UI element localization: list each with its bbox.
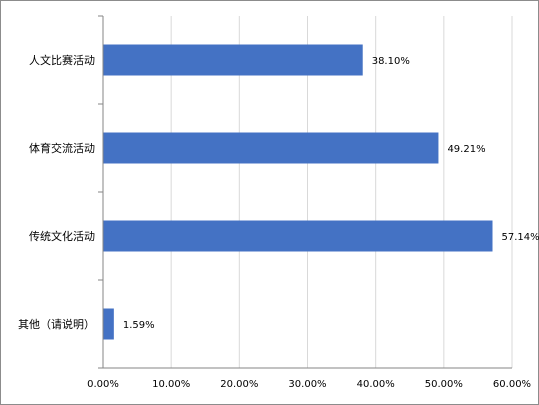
x-tick-label: 0.00% <box>87 379 119 390</box>
category-label: 传统文化活动 <box>29 229 95 243</box>
category-label: 人文比赛活动 <box>29 53 95 67</box>
x-tick-label: 60.00% <box>493 379 531 390</box>
bar <box>103 220 493 252</box>
x-tick-label: 40.00% <box>357 379 395 390</box>
category-label: 体育交流活动 <box>29 141 95 155</box>
data-label: 38.10% <box>372 56 410 67</box>
bar <box>103 132 439 164</box>
x-tick-label: 30.00% <box>288 379 326 390</box>
bars <box>103 44 493 340</box>
data-label: 1.59% <box>123 320 155 331</box>
labels: 38.10% 人文比赛活动 49.21% 体育交流活动 57.14% 传统文化活动 1.59… <box>18 53 539 390</box>
x-tick-label: 20.00% <box>220 379 258 390</box>
category-label: 其他（请说明） <box>18 317 95 331</box>
data-label: 57.14% <box>502 232 539 243</box>
data-label: 49.21% <box>447 144 485 155</box>
x-tick-label: 50.00% <box>425 379 463 390</box>
bar <box>103 308 114 340</box>
bar <box>103 44 363 76</box>
axes <box>98 15 512 369</box>
x-tick-label: 10.00% <box>152 379 190 390</box>
